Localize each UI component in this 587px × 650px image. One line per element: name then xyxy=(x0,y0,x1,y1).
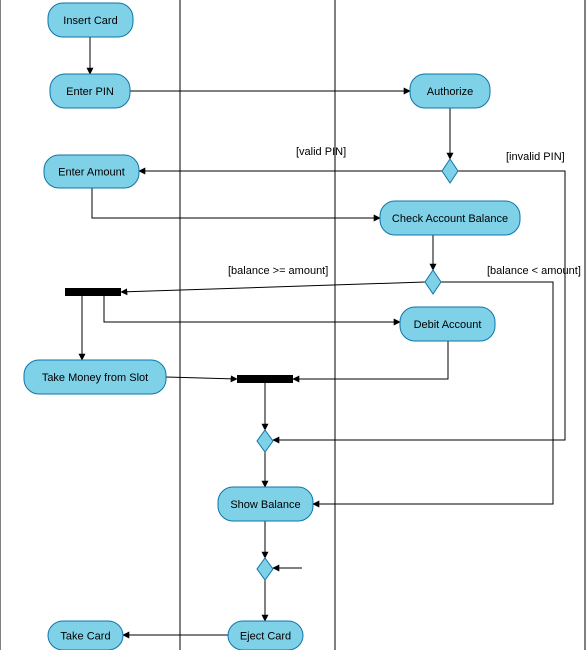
edge xyxy=(92,188,380,218)
eject-card-label: Eject Card xyxy=(240,630,291,642)
debit-account-label: Debit Account xyxy=(414,319,482,331)
decision-pin xyxy=(442,159,458,183)
insert-card-label: Insert Card xyxy=(63,15,117,27)
debit-account: Debit Account xyxy=(400,307,495,341)
decision-balance xyxy=(425,270,441,294)
guard-balance-lt: [balance < amount] xyxy=(487,265,581,277)
guard-invalid-pin: [invalid PIN] xyxy=(506,151,565,163)
edge xyxy=(104,296,400,322)
merge-1 xyxy=(257,430,273,452)
insert-card: Insert Card xyxy=(48,3,133,37)
show-balance-label: Show Balance xyxy=(230,499,300,511)
merge-2 xyxy=(257,558,273,580)
guard-balance-ge: [balance >= amount] xyxy=(228,265,328,277)
eject-card: Eject Card xyxy=(228,621,303,650)
guard-valid-pin: [valid PIN] xyxy=(296,146,346,158)
take-money: Take Money from Slot xyxy=(24,360,166,394)
take-card-label: Take Card xyxy=(60,630,110,642)
edge xyxy=(121,282,425,292)
fork-bar xyxy=(65,288,121,296)
take-card: Take Card xyxy=(48,621,123,650)
check-balance-label: Check Account Balance xyxy=(392,213,508,225)
check-balance: Check Account Balance xyxy=(380,201,520,235)
take-money-label: Take Money from Slot xyxy=(42,372,148,384)
enter-pin: Enter PIN xyxy=(50,74,130,108)
edge xyxy=(166,377,237,379)
enter-amount: Enter Amount xyxy=(44,155,139,188)
enter-pin-label: Enter PIN xyxy=(66,86,114,98)
authorize: Authorize xyxy=(410,74,490,108)
show-balance: Show Balance xyxy=(218,487,313,521)
enter-amount-label: Enter Amount xyxy=(58,166,125,178)
join-bar xyxy=(237,375,293,383)
edge xyxy=(293,341,448,379)
authorize-label: Authorize xyxy=(427,86,473,98)
